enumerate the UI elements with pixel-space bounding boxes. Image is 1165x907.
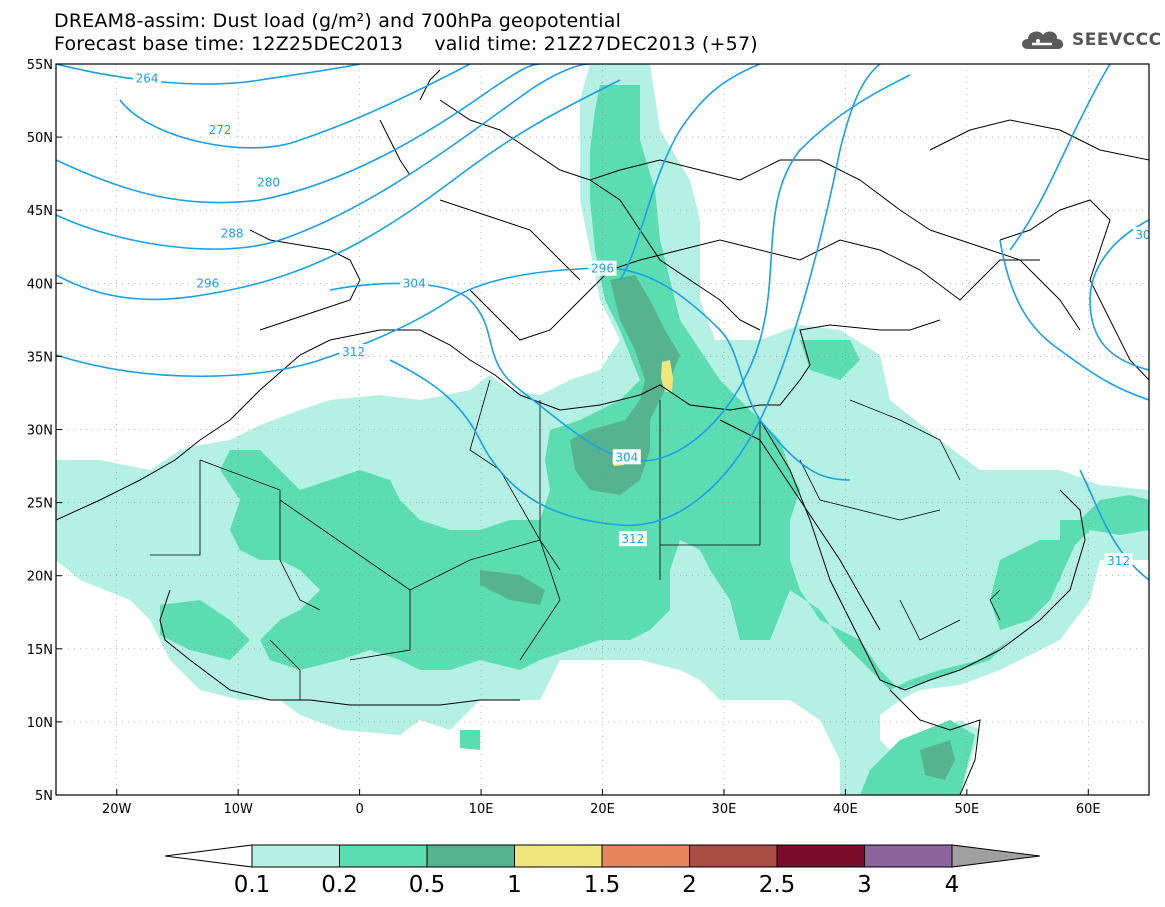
lat-tick-label: 10N	[27, 716, 53, 731]
contour-label-bg	[218, 225, 247, 241]
lon-tick-label: 40E	[833, 802, 858, 817]
contour-label-bg	[133, 70, 162, 86]
colorbar-over-triangle	[951, 844, 1041, 868]
contour-label: 312	[342, 345, 365, 359]
colorbar-level-label: 2	[682, 872, 697, 898]
colorbar-segment	[601, 844, 690, 868]
contour-label-bg	[1132, 227, 1149, 243]
chart-subtitle: Forecast base time: 12Z25DEC2013 valid t…	[54, 33, 758, 55]
lat-lon-grid	[56, 64, 1149, 795]
lon-tick-label: 60E	[1076, 802, 1101, 817]
lat-tick-label: 50N	[27, 131, 53, 146]
colorbar-level-label: 0.5	[409, 872, 446, 898]
colorbar-segment	[251, 844, 340, 868]
lon-tick-label: 20W	[102, 802, 132, 817]
contour-label: 312	[621, 532, 644, 546]
colorbar-level-label: 1	[507, 872, 522, 898]
colorbar-segment	[426, 844, 515, 868]
lat-tick-label: 35N	[27, 350, 53, 365]
contour-label-bg	[1104, 553, 1133, 569]
lat-tick-label: 55N	[27, 58, 53, 73]
lat-tick-label: 15N	[27, 643, 53, 658]
cloud-icon	[1022, 31, 1064, 49]
logo-text: SEEVCCC	[1072, 30, 1162, 50]
contour-label-bg	[339, 344, 368, 360]
lat-tick-label: 40N	[27, 277, 53, 292]
contour-label: 30	[1135, 228, 1150, 242]
contour-label-bg	[618, 531, 647, 547]
colorbar-level-label: 3	[857, 872, 872, 898]
axis-ticks	[56, 63, 1089, 796]
colorbar-level-label: 0.1	[234, 872, 271, 898]
contour-label: 296	[196, 276, 219, 290]
contour-label: 264	[136, 72, 159, 86]
contour-label: 288	[221, 227, 244, 241]
geopotential-contours	[56, 64, 1149, 581]
contour-label: 304	[615, 450, 638, 464]
seevccc-logo: SEEVCCC	[1018, 26, 1162, 54]
lat-tick-label: 25N	[27, 497, 53, 512]
contour-label-bg	[400, 275, 429, 291]
lon-tick-label: 10W	[223, 802, 253, 817]
colorbar-level-label: 0.2	[321, 872, 358, 898]
colorbar-level-label: 4	[945, 872, 960, 898]
lon-tick-label: 30E	[712, 802, 737, 817]
contour-label-bg	[205, 121, 234, 137]
colorbar-level-label: 1.5	[584, 872, 621, 898]
lat-tick-label: 5N	[35, 789, 53, 804]
contour-label-bg	[193, 275, 222, 291]
lat-tick-label: 30N	[27, 424, 53, 439]
lat-tick-label: 45N	[27, 204, 53, 219]
colorbar-segment	[689, 844, 778, 868]
lat-tick-label: 20N	[27, 570, 53, 585]
colorbar-level-label: 2.5	[759, 872, 796, 898]
contour-label-bg	[612, 449, 641, 465]
lon-tick-label: 0	[355, 802, 363, 817]
contour-label: 304	[403, 276, 426, 290]
axis-labels: 20W 10W 0 10E 20E 30E 40E 50E 60E 55N 50N 45N 40N 35N…	[27, 58, 1101, 817]
contour-label: 312	[1107, 554, 1130, 568]
coastlines	[56, 69, 1149, 795]
lon-tick-label: 10E	[469, 802, 494, 817]
country-borders	[150, 379, 1001, 700]
colorbar-segment	[514, 844, 603, 868]
colorbar-segment	[776, 844, 865, 868]
contour-label: 280	[257, 175, 280, 189]
chart-title: DREAM8-assim: Dust load (g/m²) and 700hP…	[54, 10, 622, 32]
contour-label-bg	[254, 174, 283, 190]
contour-label: 272	[208, 123, 231, 137]
colorbar-under-triangle	[164, 844, 253, 868]
lon-tick-label: 20E	[590, 802, 615, 817]
lon-tick-label: 50E	[954, 802, 979, 817]
colorbar-segment	[339, 844, 428, 868]
dust-dark-layer	[480, 275, 955, 780]
colorbar: 0.1 0.2 0.5 1 1.5 2 2.5 3 4	[164, 844, 1041, 898]
colorbar-segment	[864, 844, 953, 868]
